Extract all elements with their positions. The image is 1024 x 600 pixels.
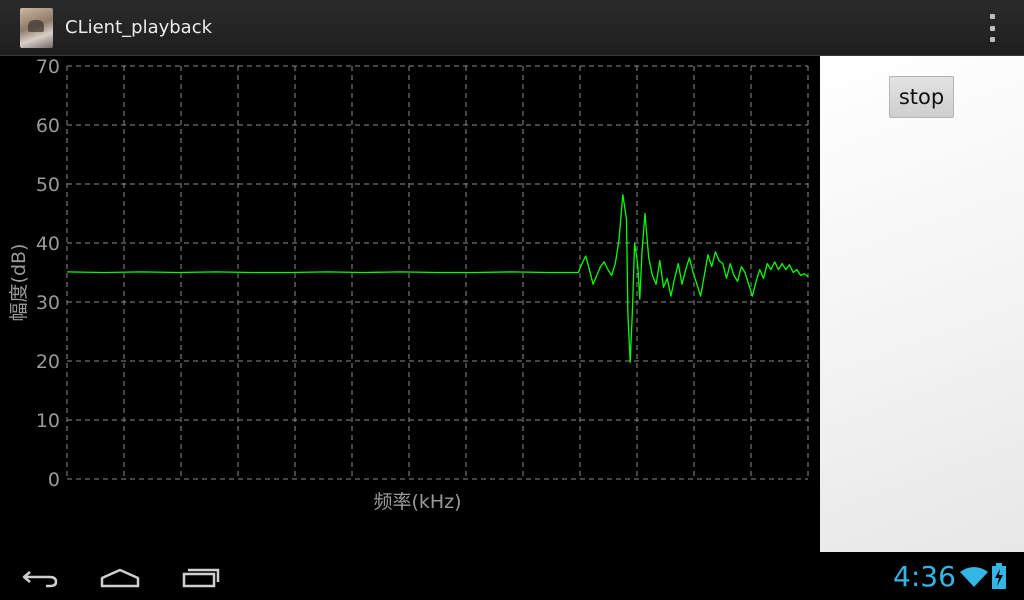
action-bar: CLient_playback: [0, 0, 1024, 56]
overflow-menu-icon[interactable]: [982, 14, 1002, 42]
y-tick-label: 50: [36, 174, 60, 196]
spectrum-trace-line: [66, 193, 809, 363]
back-icon[interactable]: [20, 560, 64, 592]
overflow-dot: [989, 25, 995, 31]
y-axis-label: 幅度(dB): [8, 244, 30, 322]
stop-button[interactable]: stop: [889, 76, 954, 118]
y-tick-label: 70: [36, 56, 60, 78]
recents-icon[interactable]: [180, 560, 224, 592]
app-photo-icon[interactable]: [20, 8, 53, 48]
spectrum-chart-area: 0 10 20 30 40 50 60 70 频率(kHz) 幅度(dB): [0, 56, 820, 552]
control-panel: stop: [820, 56, 1024, 552]
y-tick-label: 40: [36, 233, 60, 255]
y-tick-label: 0: [48, 469, 60, 491]
y-tick-label: 60: [36, 115, 60, 137]
y-tick-label: 10: [36, 410, 60, 432]
wifi-icon: [960, 567, 988, 587]
home-icon[interactable]: [98, 560, 142, 592]
status-clock: 4:36: [893, 560, 956, 593]
overflow-dot: [989, 14, 995, 19]
navigation-bar: 4:36: [0, 552, 1024, 600]
x-axis-label: 频率(kHz): [373, 491, 461, 513]
spectrum-chart: 0 10 20 30 40 50 60 70 频率(kHz) 幅度(dB): [8, 56, 809, 513]
y-tick-label: 20: [36, 351, 60, 373]
overflow-dot: [989, 37, 995, 42]
battery-charging-icon: [992, 563, 1006, 589]
app-title: CLient_playback: [65, 17, 213, 38]
y-tick-label: 30: [36, 292, 60, 314]
